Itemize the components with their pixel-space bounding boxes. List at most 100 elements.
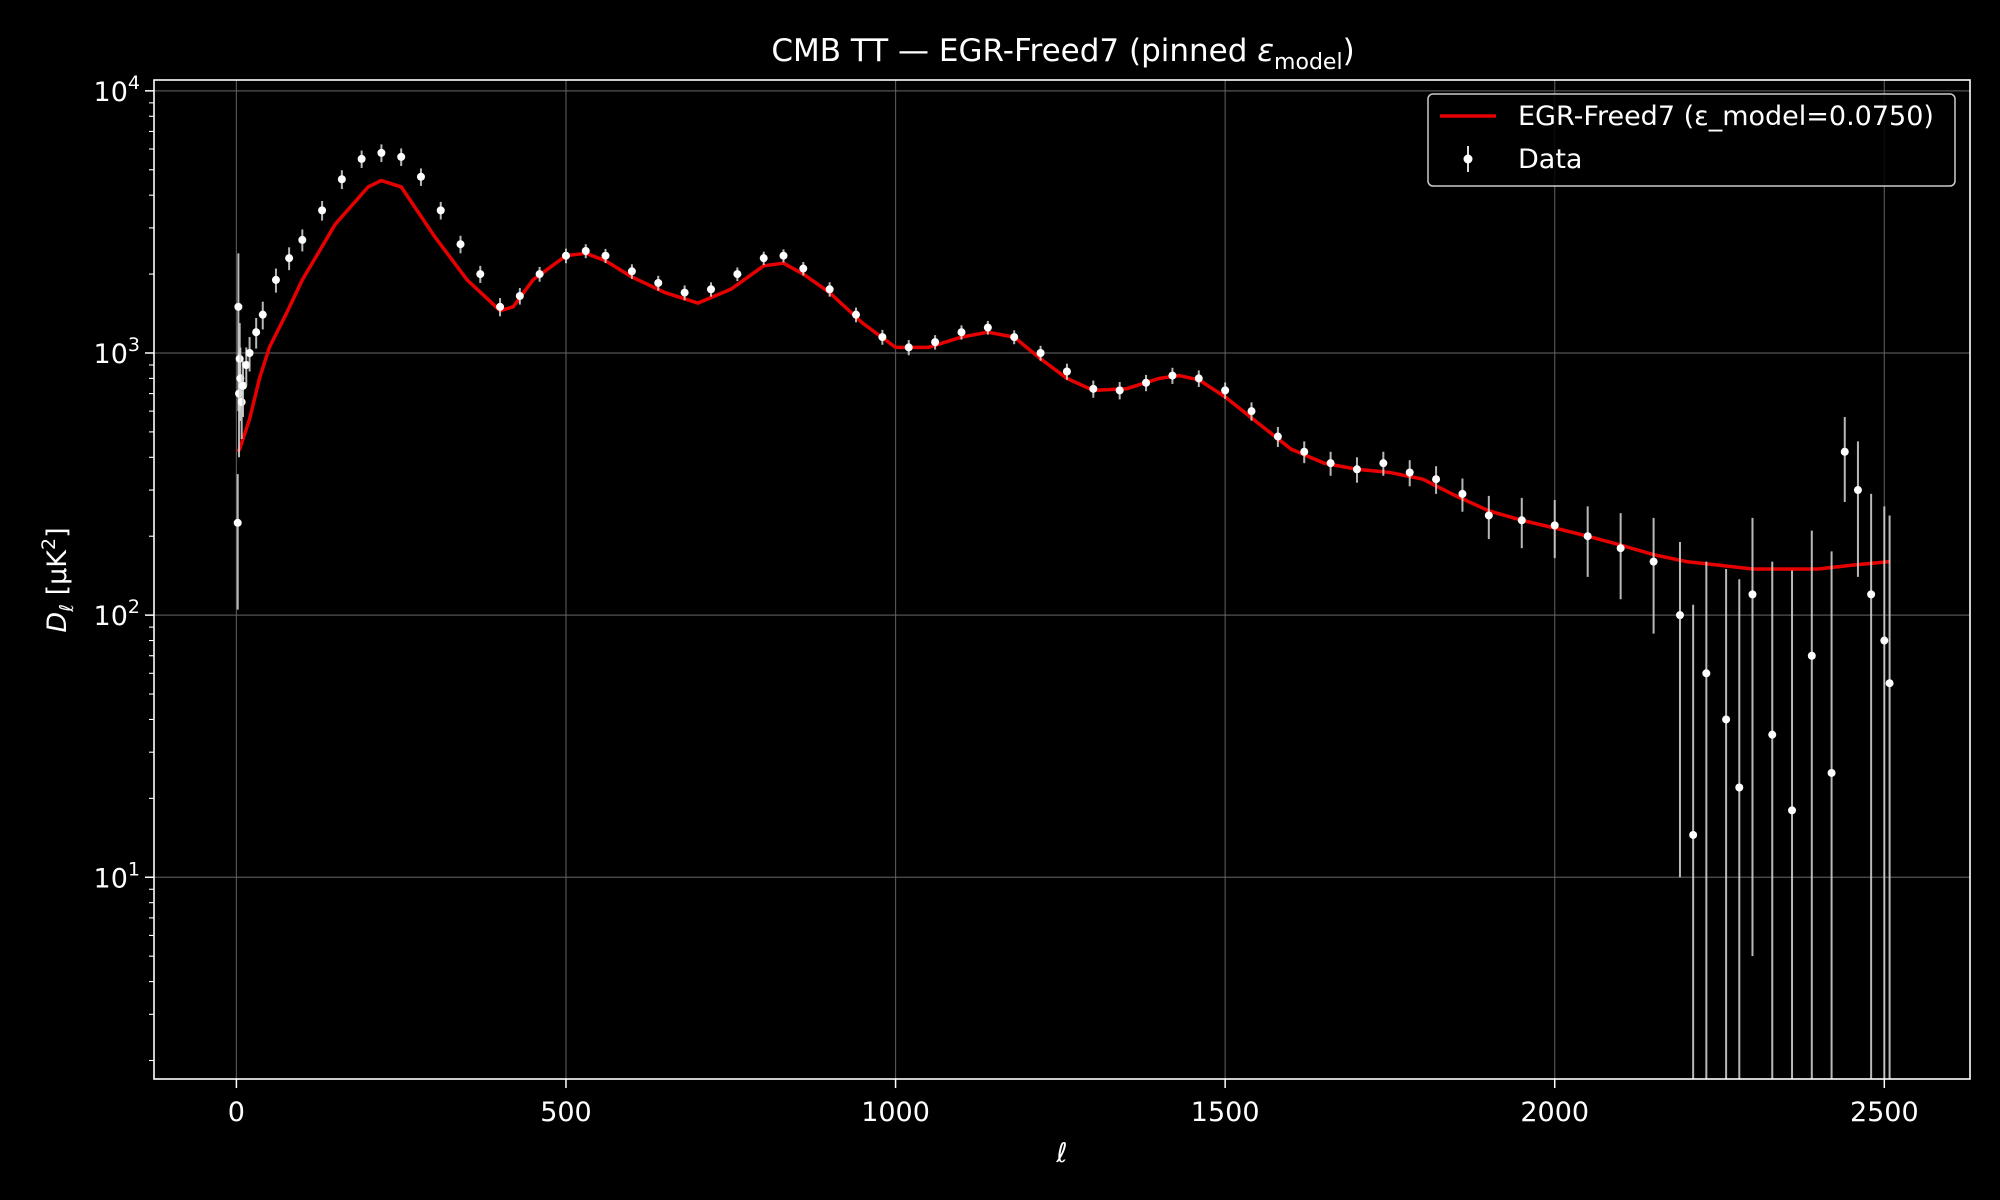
data-point bbox=[1583, 532, 1592, 541]
data-point bbox=[1352, 465, 1361, 474]
data-point bbox=[1273, 432, 1282, 441]
x-tick-label: 500 bbox=[540, 1097, 592, 1128]
data-point bbox=[680, 288, 689, 297]
data-point bbox=[1768, 730, 1777, 739]
data-point bbox=[252, 328, 261, 337]
legend-data-label: Data bbox=[1518, 144, 1582, 175]
data-point bbox=[1036, 348, 1045, 357]
data-point bbox=[318, 206, 327, 215]
data-point bbox=[535, 270, 544, 279]
data-point bbox=[1405, 468, 1414, 477]
data-point bbox=[245, 348, 254, 357]
data-point bbox=[233, 518, 242, 527]
legend-model-label: EGR-Freed7 (ε_model=0.0750) bbox=[1518, 101, 1934, 132]
data-point bbox=[242, 360, 251, 369]
legend: EGR-Freed7 (ε_model=0.0750) Data bbox=[1427, 93, 1956, 187]
grid-lines bbox=[154, 80, 1970, 1079]
x-axis: 0 500 1000 1500 2000 2500 bbox=[228, 1079, 1919, 1128]
chart-title: CMB TT — EGR-Freed7 (pinned εmodel) bbox=[771, 33, 1354, 75]
data-point bbox=[1484, 511, 1493, 520]
data-point bbox=[1432, 475, 1441, 484]
data-point bbox=[1221, 386, 1230, 395]
data-point bbox=[1300, 447, 1309, 456]
data-points-layer bbox=[233, 144, 1894, 1079]
data-point bbox=[397, 152, 406, 161]
data-point bbox=[957, 328, 966, 337]
data-point bbox=[377, 148, 386, 157]
data-point bbox=[285, 254, 294, 263]
data-point bbox=[627, 267, 636, 276]
data-point bbox=[852, 310, 861, 319]
data-point bbox=[878, 333, 887, 342]
plot-frame bbox=[153, 79, 1971, 1080]
x-tick-label: 1000 bbox=[861, 1097, 930, 1128]
data-point bbox=[706, 285, 715, 294]
data-point bbox=[237, 398, 246, 407]
y-axis-label: Dℓ [μK2] bbox=[38, 527, 78, 632]
x-tick-label: 2000 bbox=[1520, 1097, 1589, 1128]
data-point bbox=[337, 175, 346, 184]
data-point bbox=[1062, 367, 1071, 376]
data-point bbox=[1880, 636, 1889, 645]
data-point bbox=[515, 291, 524, 300]
data-point bbox=[759, 254, 768, 263]
x-tick-label: 2500 bbox=[1850, 1097, 1919, 1128]
data-point bbox=[1194, 374, 1203, 383]
data-point bbox=[1885, 679, 1894, 688]
y-axis: 101 102 103 104 bbox=[94, 72, 154, 1062]
data-point bbox=[825, 285, 834, 294]
x-tick-label: 1500 bbox=[1191, 1097, 1260, 1128]
data-point bbox=[733, 270, 742, 279]
data-point bbox=[1326, 459, 1335, 468]
data-point bbox=[1722, 715, 1731, 724]
data-point bbox=[799, 264, 808, 273]
y-tick-label: 101 bbox=[94, 858, 140, 894]
legend-data-marker-swatch bbox=[1463, 154, 1473, 164]
y-tick-label: 104 bbox=[94, 72, 140, 108]
data-point bbox=[298, 235, 307, 244]
legend-box bbox=[1427, 93, 1956, 187]
data-point bbox=[357, 154, 366, 163]
data-point bbox=[271, 275, 280, 284]
data-point bbox=[561, 251, 570, 260]
x-tick-label: 0 bbox=[228, 1097, 245, 1128]
data-point bbox=[1807, 651, 1816, 660]
data-point bbox=[1748, 590, 1757, 599]
data-point bbox=[238, 381, 247, 390]
data-point bbox=[1550, 521, 1559, 530]
data-point bbox=[476, 270, 485, 279]
data-point bbox=[1649, 557, 1658, 566]
y-tick-label: 103 bbox=[94, 334, 140, 370]
data-point bbox=[456, 240, 465, 249]
data-point bbox=[601, 251, 610, 260]
data-point bbox=[1689, 830, 1698, 839]
data-point bbox=[1168, 371, 1177, 380]
data-point bbox=[1867, 590, 1876, 599]
data-point bbox=[1853, 486, 1862, 495]
data-point bbox=[1010, 333, 1019, 342]
model-curve-layer bbox=[236, 178, 1890, 571]
data-point bbox=[1379, 459, 1388, 468]
data-point bbox=[1788, 806, 1797, 815]
data-point bbox=[654, 278, 663, 287]
y-tick-label: 102 bbox=[94, 596, 140, 632]
data-point bbox=[436, 206, 445, 215]
data-point bbox=[416, 172, 425, 181]
data-point bbox=[1089, 384, 1098, 393]
data-point bbox=[581, 246, 590, 255]
data-point bbox=[1827, 768, 1836, 777]
data-point bbox=[234, 302, 243, 311]
data-point bbox=[1247, 407, 1256, 416]
data-point bbox=[258, 310, 267, 319]
data-point bbox=[1702, 669, 1711, 678]
data-point bbox=[1840, 447, 1849, 456]
data-point bbox=[904, 343, 913, 352]
data-point bbox=[1458, 489, 1467, 498]
model-curve bbox=[236, 178, 1890, 571]
data-point bbox=[496, 302, 505, 311]
data-point bbox=[1735, 783, 1744, 792]
data-point bbox=[931, 338, 940, 347]
data-point bbox=[1517, 516, 1526, 525]
x-axis-label: ℓ bbox=[1055, 1138, 1067, 1169]
data-point bbox=[983, 323, 992, 332]
